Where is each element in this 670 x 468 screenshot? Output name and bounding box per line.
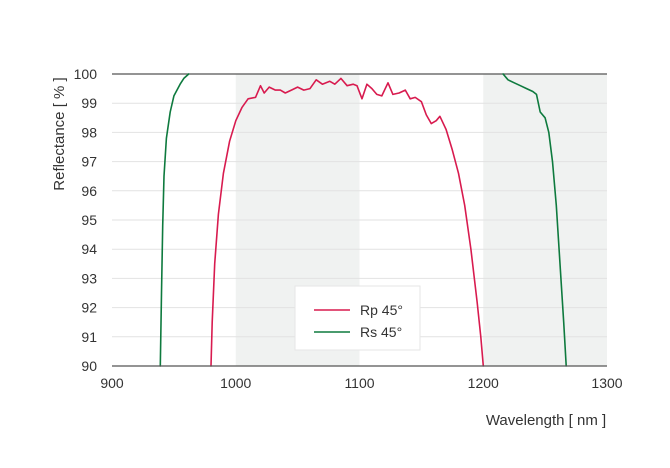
y-tick-label: 100 bbox=[74, 66, 98, 82]
y-tick-label: 98 bbox=[81, 124, 97, 140]
x-tick-label: 1300 bbox=[591, 375, 622, 391]
y-axis-label: Reflectance [ % ] bbox=[51, 77, 68, 190]
legend: Rp 45° Rs 45° bbox=[294, 285, 421, 351]
y-tick-label: 97 bbox=[81, 154, 97, 170]
legend-label-rs: Rs 45° bbox=[360, 324, 402, 340]
x-tick-label: 1000 bbox=[220, 375, 251, 391]
y-tick-label: 91 bbox=[81, 329, 97, 345]
y-tick-label: 94 bbox=[81, 241, 97, 257]
y-tick-label: 90 bbox=[81, 358, 97, 374]
y-tick-label: 99 bbox=[81, 95, 97, 111]
y-tick-label: 93 bbox=[81, 270, 97, 286]
x-tick-label: 900 bbox=[100, 375, 124, 391]
y-tick-label: 95 bbox=[81, 212, 97, 228]
y-tick-labels: 90 91 92 93 94 95 96 97 98 99 100 bbox=[74, 66, 98, 374]
series-layer bbox=[159, 73, 567, 367]
y-tick-label: 92 bbox=[81, 300, 97, 316]
legend-box bbox=[294, 285, 421, 351]
x-tick-label: 1200 bbox=[468, 375, 499, 391]
legend-label-rp: Rp 45° bbox=[360, 302, 403, 318]
x-axis-label: Wavelength [ nm ] bbox=[486, 412, 606, 429]
grid-lines bbox=[112, 73, 607, 338]
series-line-rs bbox=[159, 73, 567, 367]
series-line-rp bbox=[210, 77, 485, 367]
y-tick-label: 96 bbox=[81, 183, 97, 199]
x-tick-label: 1100 bbox=[344, 375, 374, 391]
x-tick-labels: 900 1000 1100 1200 1300 bbox=[100, 375, 622, 391]
